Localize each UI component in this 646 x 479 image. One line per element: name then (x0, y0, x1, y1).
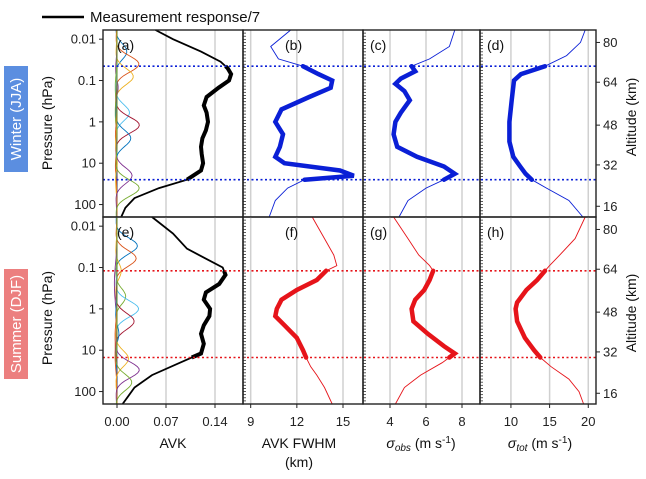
sigma_tot-bold-line (507, 63, 548, 182)
sigma-tot-sub: tot (516, 443, 528, 454)
x-tick-label: 0.07 (153, 414, 178, 429)
altitude-tick-label: 48 (603, 118, 617, 133)
sigma-obs-close: ) (451, 435, 456, 451)
measurement-response-bold (185, 64, 234, 182)
panel-sigma_tot-winter (480, 29, 590, 218)
fwhm-axis-label-2: (km) (285, 454, 313, 470)
x-tick-label: 15 (542, 414, 556, 429)
season-label-summer: Summer (DJF) (8, 275, 25, 373)
avk-axis-label: AVK (160, 435, 188, 451)
sigma-tot-unit: (m s (527, 435, 558, 451)
panel-frame (479, 29, 597, 218)
sigma_obs-line (393, 216, 456, 405)
panel-letter: (e) (117, 224, 134, 240)
x-tick-label: 10 (504, 414, 518, 429)
panel-sigma_obs-summer (363, 216, 463, 405)
fwhm-bold-line (272, 63, 355, 182)
altitude-tick-label: 48 (603, 305, 617, 320)
sigma_tot-line (515, 216, 586, 405)
altitude-tick-label: 80 (603, 222, 617, 237)
panel-frame (102, 216, 244, 405)
sigma-obs-unit: (m s (411, 435, 442, 451)
sigma-tot-exp: -1 (559, 435, 568, 446)
x-tick-label: 9 (247, 414, 254, 429)
sigma-tot-axis-label: σtot (m s-1) (508, 435, 572, 454)
x-tick-label: 6 (422, 414, 429, 429)
sigma-obs-exp: -1 (442, 435, 451, 446)
sigma_obs-bold-line (391, 63, 460, 182)
fwhm-axis-label-1: AVK FWHM (262, 435, 336, 451)
pressure-tick-label: 0.1 (78, 73, 96, 88)
x-tick-label: 0.14 (202, 414, 227, 429)
pressure-tick-label: 1 (89, 301, 96, 316)
x-tick-label: 12 (290, 414, 304, 429)
sigma-tot-sym: σ (508, 435, 517, 451)
pressure-label-top: Pressure (hPa) (39, 76, 55, 170)
panel-frame (242, 29, 364, 218)
sigma-obs-sub: obs (395, 443, 411, 454)
panel-fwhm-winter (243, 29, 355, 218)
sigma-obs-axis-label: σobs (m s-1) (386, 435, 455, 454)
season-badge-winter-bg (4, 66, 28, 172)
pressure-tick-label: 10 (82, 343, 96, 358)
avk-kernel-line (115, 30, 140, 218)
altitude-label-top: Altitude (km) (623, 78, 639, 157)
altitude-tick-label: 80 (603, 35, 617, 50)
pressure-tick-label: 1 (89, 114, 96, 129)
season-badge-winter: Winter (JJA) (4, 66, 28, 172)
sigma_tot-bold-line (513, 268, 548, 360)
pressure-tick-label: 0.1 (78, 260, 96, 275)
fwhm-line (274, 216, 338, 405)
pressure-tick-label: 10 (82, 156, 96, 171)
panel-letter: (f) (285, 224, 298, 240)
legend-label: Measurement response/7 (90, 9, 260, 26)
panel-frame (242, 216, 364, 405)
pressure-tick-label: 100 (74, 384, 96, 399)
pressure-label-bottom: Pressure (hPa) (39, 271, 55, 365)
altitude-tick-label: 32 (603, 157, 617, 172)
pressure-tick-label: 0.01 (71, 32, 96, 47)
x-tick-label: 15 (336, 414, 350, 429)
sigma_obs-line (393, 29, 456, 218)
x-tick-label: 0.00 (104, 414, 129, 429)
altitude-tick-label: 64 (603, 75, 617, 90)
altitude-tick-label: 16 (603, 199, 617, 214)
avk-kernel-line (115, 217, 135, 404)
panel-sigma_tot-summer (480, 216, 590, 405)
sigma-obs-sym: σ (386, 435, 395, 451)
pressure-tick-label: 0.01 (71, 219, 96, 234)
season-label-winter: Winter (JJA) (8, 78, 25, 161)
season-badge-summer-bg (4, 269, 28, 379)
panel-sigma_obs-winter (363, 29, 463, 218)
legend: Measurement response/7 (42, 9, 260, 26)
measurement-response-bold (191, 270, 228, 360)
panel-letter: (g) (370, 224, 387, 240)
season-badge-summer: Summer (DJF) (4, 269, 28, 379)
x-tick-label: 8 (458, 414, 465, 429)
altitude-tick-label: 64 (603, 262, 617, 277)
panel-letter: (c) (370, 37, 386, 53)
altitude-label-bottom: Altitude (km) (623, 274, 639, 353)
pressure-tick-label: 100 (74, 197, 96, 212)
panel-fwhm-summer (243, 216, 344, 405)
avk-kernel-line (115, 217, 133, 405)
sigma_obs-bold-line (409, 268, 459, 360)
x-tick-label: 20 (581, 414, 595, 429)
panel-avk-winter (114, 29, 234, 218)
panel-frame (479, 216, 597, 405)
panel-letter: (d) (487, 37, 504, 53)
altitude-tick-label: 32 (603, 344, 617, 359)
panel-letter: (b) (285, 37, 302, 53)
fwhm-bold-line (272, 268, 329, 360)
x-tick-label: 4 (386, 414, 393, 429)
panel-letter: (a) (117, 37, 134, 53)
altitude-tick-label: 16 (603, 386, 617, 401)
panel-avk-summer (113, 216, 228, 405)
sigma_tot-line (508, 29, 586, 218)
fwhm-line (268, 29, 354, 218)
panel-letter: (h) (487, 224, 504, 240)
sigma-tot-close: ) (567, 435, 572, 451)
